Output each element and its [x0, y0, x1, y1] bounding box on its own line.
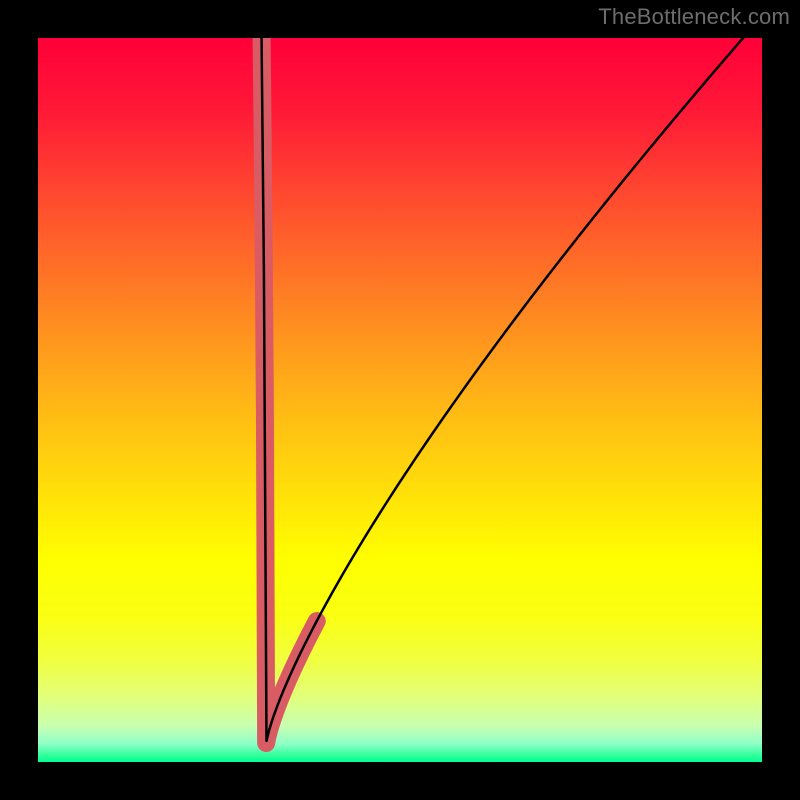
chart-svg: [0, 0, 800, 800]
stage: TheBottleneck.com: [0, 0, 800, 800]
plot-background: [38, 38, 762, 762]
plot-area: [38, 0, 762, 762]
